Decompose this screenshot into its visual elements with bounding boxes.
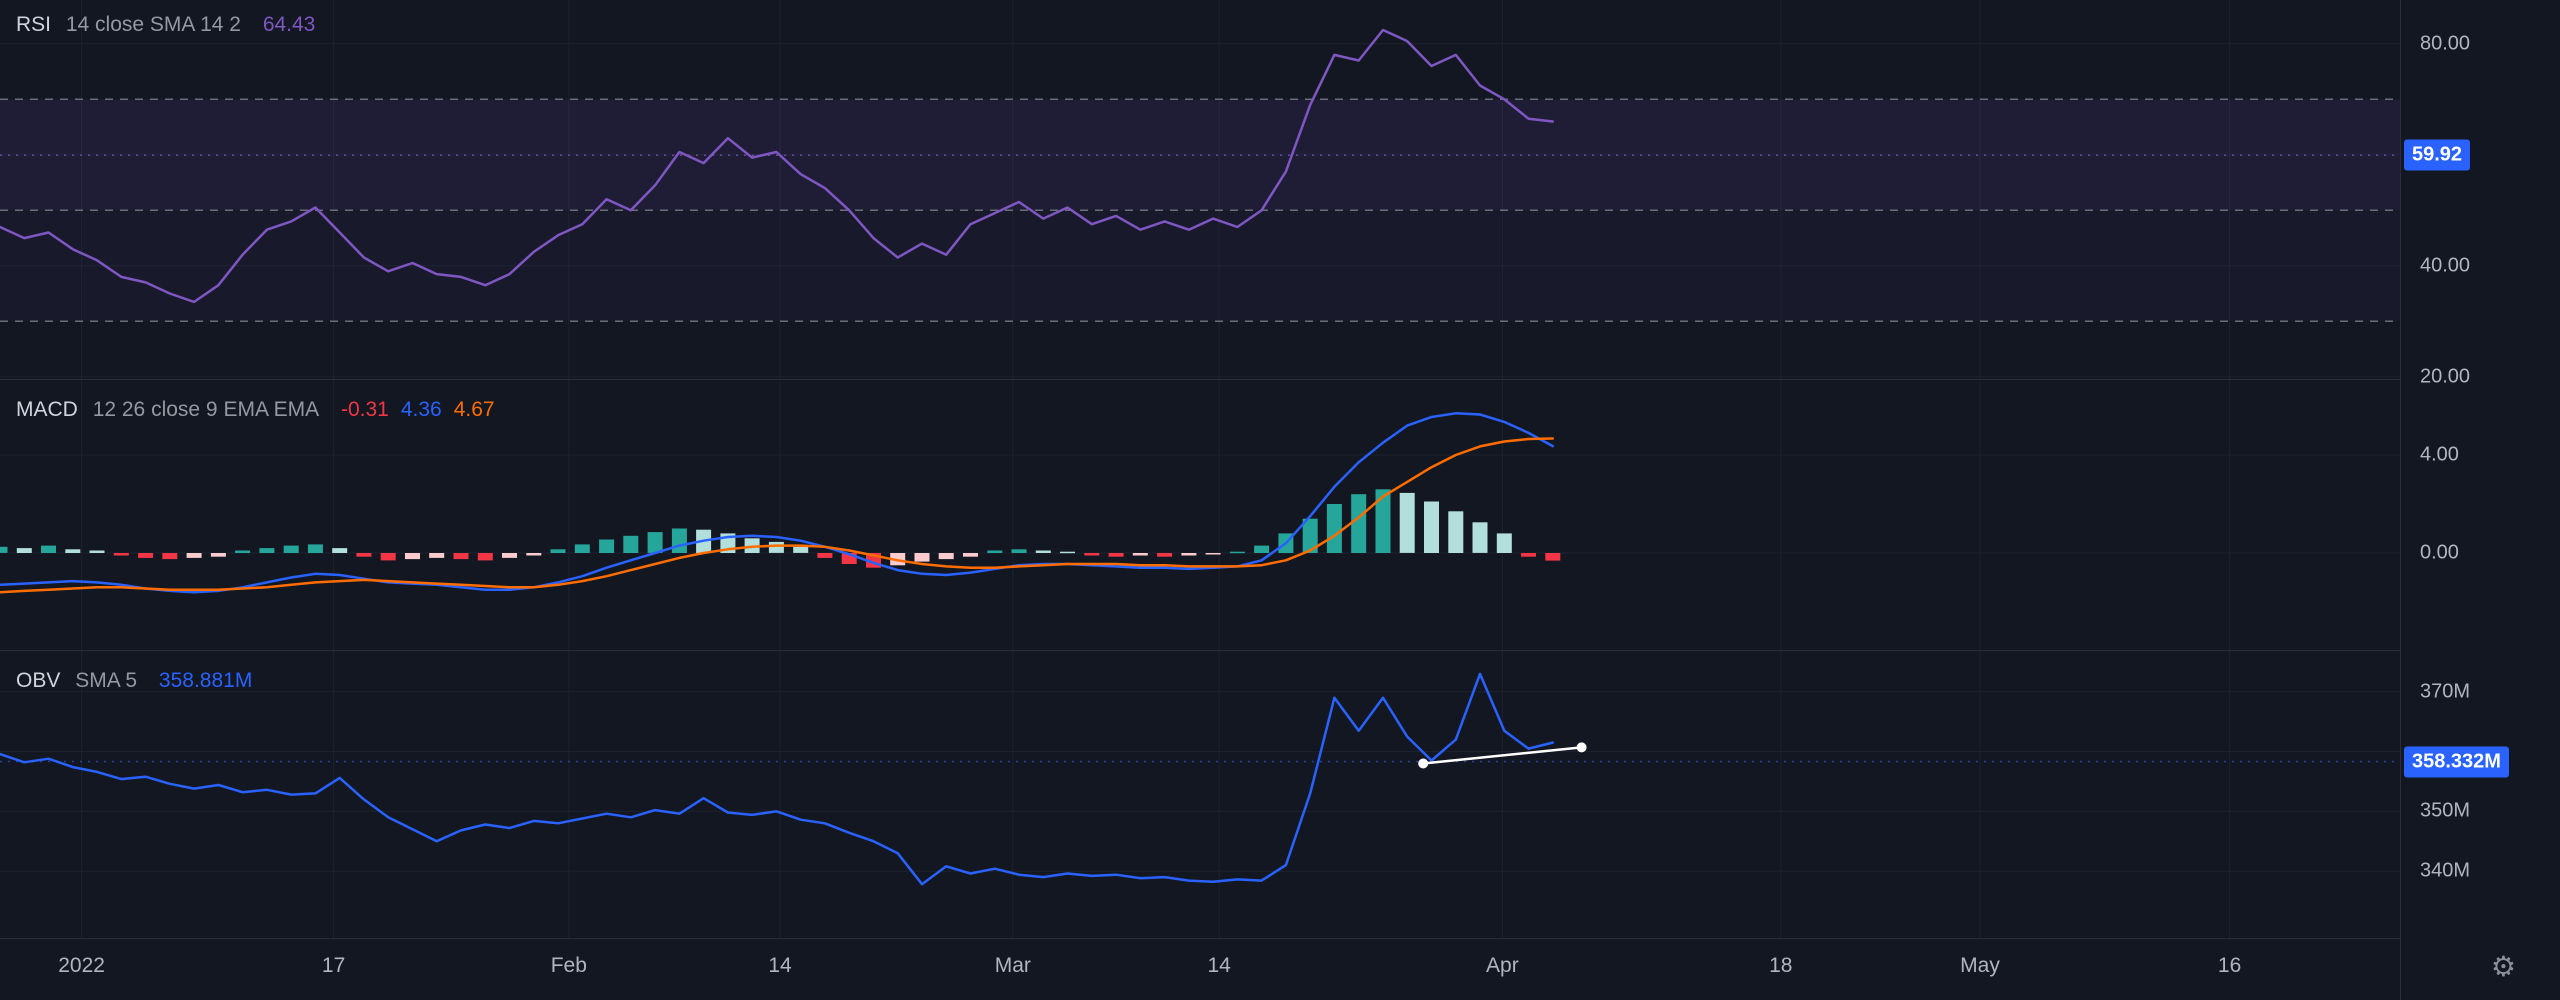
- y-axis-label: 4.00: [2420, 443, 2459, 466]
- time-axis-label: Apr: [1486, 954, 1519, 977]
- settings-gear-icon[interactable]: ⚙: [2490, 951, 2516, 982]
- time-axis-label: 2022: [58, 954, 105, 977]
- indicator-params: SMA 5: [75, 669, 138, 692]
- y-axis-label: 350M: [2420, 799, 2471, 822]
- indicator-name: MACD: [16, 398, 78, 421]
- indicator-value: 4.67: [453, 398, 495, 421]
- pane-divider[interactable]: [0, 379, 2560, 380]
- time-axis-label: 18: [1769, 954, 1793, 977]
- time-axis-label: 16: [2217, 954, 2242, 977]
- indicator-name: RSI: [16, 13, 52, 36]
- indicator-values: -0.31 4.36 4.67: [341, 398, 507, 421]
- time-axis-label: 14: [768, 954, 792, 977]
- price-label: 59.92: [2404, 139, 2471, 171]
- time-axis-label: Feb: [550, 954, 587, 977]
- indicator-values: 358.881M: [159, 669, 264, 692]
- indicator-values: 64.43: [263, 13, 328, 36]
- macd-legend[interactable]: MACD 12 26 close 9 EMA EMA -0.31 4.36 4.67: [16, 398, 507, 422]
- pane-rsi[interactable]: RSI 14 close SMA 14 2 64.43: [0, 0, 2400, 379]
- indicator-params: 14 close SMA 14 2: [65, 13, 241, 36]
- obv-legend[interactable]: OBV SMA 5 358.881M: [16, 669, 264, 693]
- indicator-name: OBV: [16, 669, 61, 692]
- rsi-legend[interactable]: RSI 14 close SMA 14 2 64.43: [16, 13, 327, 37]
- pane-macd[interactable]: MACD 12 26 close 9 EMA EMA -0.31 4.36 4.67: [0, 379, 2400, 650]
- indicator-value: 64.43: [262, 13, 316, 36]
- time-axis-label: Mar: [994, 954, 1031, 977]
- macd-plot[interactable]: [0, 379, 2400, 650]
- obv-plot[interactable]: [0, 650, 2400, 938]
- y-axis-label: 340M: [2420, 859, 2471, 882]
- time-axis[interactable]: 2022 17 Feb 14 Mar 14 Apr 18 May 16 ⚙: [0, 938, 2560, 1000]
- pane-divider[interactable]: [0, 650, 2560, 651]
- indicator-value: 358.881M: [158, 669, 253, 692]
- pane-obv[interactable]: OBV SMA 5 358.881M: [0, 650, 2400, 938]
- time-axis-label: 17: [321, 954, 346, 977]
- time-axis-label: 14: [1207, 954, 1231, 977]
- y-axis-label: 370M: [2420, 680, 2471, 703]
- rsi-plot[interactable]: [0, 0, 2400, 379]
- y-axis-label: 0.00: [2420, 541, 2459, 564]
- indicator-value: 4.36: [400, 398, 442, 421]
- time-axis-label: May: [1960, 954, 2000, 977]
- time-labels: 2022 17 Feb 14 Mar 14 Apr 18 May 16: [0, 939, 2400, 1000]
- price-label: 358.332M: [2404, 746, 2509, 777]
- y-axis-label: 80.00: [2420, 32, 2471, 55]
- y-axis-label: 40.00: [2420, 254, 2471, 277]
- indicator-params: 12 26 close 9 EMA EMA: [92, 398, 320, 421]
- price-axis[interactable]: 80.00 40.00 20.00 59.92 4.00 0.00 370M 350M 340M…: [2400, 0, 2560, 1000]
- indicator-value: -0.31: [340, 398, 389, 421]
- y-axis-label: 20.00: [2420, 365, 2471, 388]
